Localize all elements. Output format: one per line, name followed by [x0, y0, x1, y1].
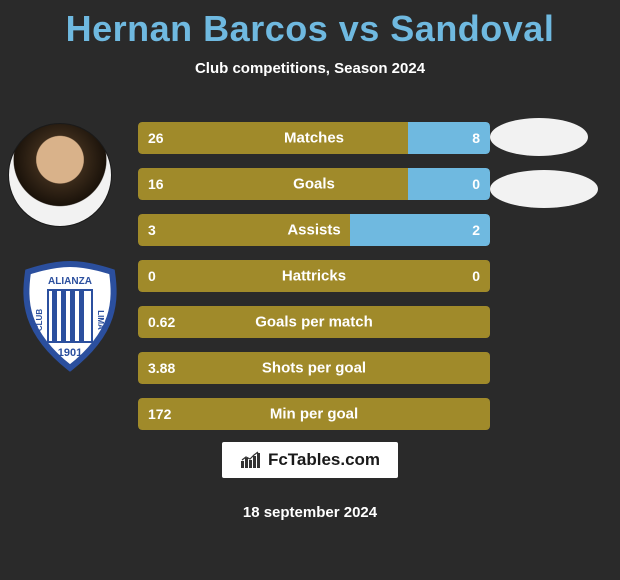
svg-text:LIMA: LIMA [96, 310, 105, 330]
stat-row-shots-per-goal: 3.88Shots per goal [138, 352, 490, 384]
comparison-title: Hernan Barcos vs Sandoval [0, 0, 620, 50]
mini-chart-icon [240, 451, 262, 469]
stat-label: Shots per goal [138, 360, 490, 377]
player1-avatar [8, 123, 112, 227]
stat-row-goals-per-match: 0.62Goals per match [138, 306, 490, 338]
footer-date: 18 september 2024 [0, 504, 620, 521]
stat-row-assists: 32Assists [138, 214, 490, 246]
stat-row-goals: 160Goals [138, 168, 490, 200]
stat-label: Goals [138, 176, 490, 193]
player2-avatar-top [490, 118, 588, 156]
club-badge: ALIANZA CLUB LIMA 1901 [16, 260, 124, 372]
stat-row-min-per-goal: 172Min per goal [138, 398, 490, 430]
stat-label: Min per goal [138, 406, 490, 423]
player2-avatar-bottom [490, 170, 598, 208]
stat-label: Hattricks [138, 268, 490, 285]
stat-row-hattricks: 00Hattricks [138, 260, 490, 292]
stat-row-matches: 268Matches [138, 122, 490, 154]
stat-label: Goals per match [138, 314, 490, 331]
svg-text:CLUB: CLUB [35, 309, 44, 331]
stats-bars: 268Matches 160Goals 32Assists 00Hattricks 0.… [138, 122, 490, 444]
fctables-logo[interactable]: FcTables.com [222, 442, 398, 478]
stat-label: Assists [138, 222, 490, 239]
svg-text:1901: 1901 [58, 347, 82, 359]
fctables-text: FcTables.com [268, 450, 380, 470]
svg-text:ALIANZA: ALIANZA [48, 276, 92, 287]
subtitle: Club competitions, Season 2024 [0, 60, 620, 77]
stat-label: Matches [138, 130, 490, 147]
